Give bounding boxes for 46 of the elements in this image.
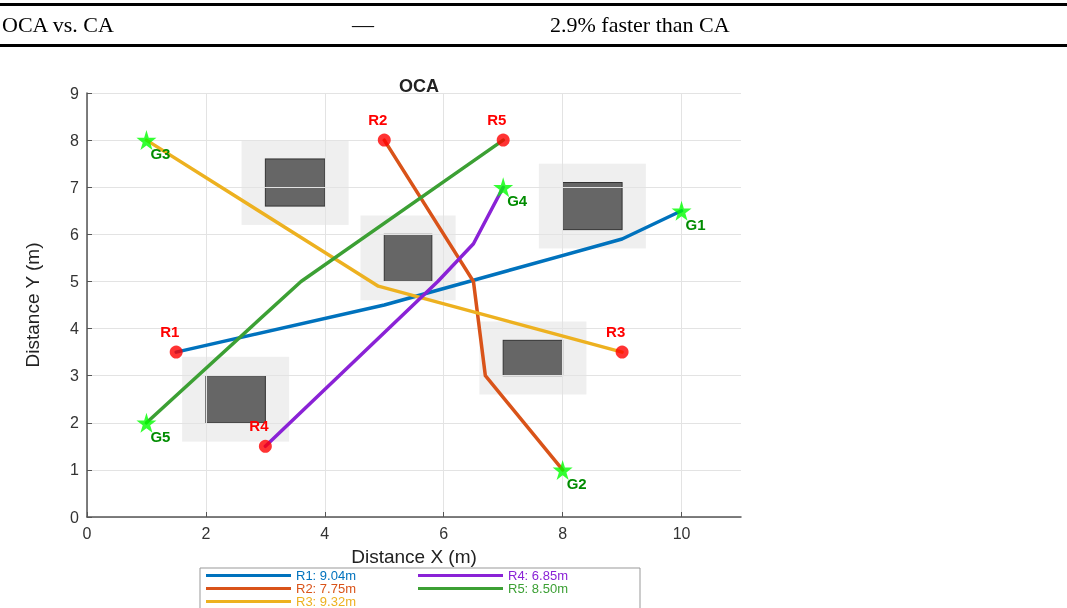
x-tick-label: 4 xyxy=(320,524,330,542)
x-tick-label: 2 xyxy=(201,524,211,542)
text: — xyxy=(352,12,374,38)
annotation: R5 xyxy=(487,111,507,129)
chart-title: OCA xyxy=(399,76,439,96)
point xyxy=(671,200,692,221)
annotation: G1 xyxy=(685,215,706,233)
y-axis-title: Distance Y (m) xyxy=(22,242,43,368)
annotation: G5 xyxy=(150,427,171,445)
point xyxy=(136,130,157,151)
x-tick-label: 10 xyxy=(672,524,691,542)
y-tick-label: 7 xyxy=(70,178,80,196)
y-tick-label: 4 xyxy=(70,320,80,338)
y-tick-label: 0 xyxy=(70,508,80,526)
annotation: R2 xyxy=(368,111,388,129)
text: OCA vs. CA xyxy=(2,12,114,38)
x-tick-label: 0 xyxy=(82,524,92,542)
point xyxy=(496,133,510,147)
text: 2.9% faster than CA xyxy=(550,12,730,38)
annotation: R3 xyxy=(606,323,626,341)
x-axis-title: Distance X (m) xyxy=(351,546,477,567)
y-tick-label: 6 xyxy=(70,225,80,243)
y-tick-label: 9 xyxy=(70,84,80,102)
text: R4: 6.85m xyxy=(508,568,568,583)
x-tick-label: 8 xyxy=(558,524,568,542)
y-tick-label: 2 xyxy=(70,414,80,432)
text: R5: 8.50m xyxy=(508,581,568,596)
point xyxy=(136,412,157,433)
x-tick-label: 6 xyxy=(439,524,449,542)
y-tick-label: 8 xyxy=(70,131,80,149)
text: R2: 7.75m xyxy=(296,581,356,596)
point xyxy=(169,345,183,359)
annotation: R1 xyxy=(160,323,180,341)
y-tick-label: 3 xyxy=(70,367,80,385)
text: R1: 9.04m xyxy=(296,568,356,583)
point xyxy=(615,345,629,359)
annotation: G3 xyxy=(150,145,171,163)
annotation: G4 xyxy=(507,192,528,210)
point xyxy=(493,177,514,198)
annotation: G2 xyxy=(566,474,587,492)
text: R3: 9.32m xyxy=(296,594,356,608)
point xyxy=(258,439,272,453)
y-tick-label: 5 xyxy=(70,272,80,290)
point xyxy=(552,459,573,480)
y-tick-label: 1 xyxy=(70,461,80,479)
point xyxy=(377,133,391,147)
